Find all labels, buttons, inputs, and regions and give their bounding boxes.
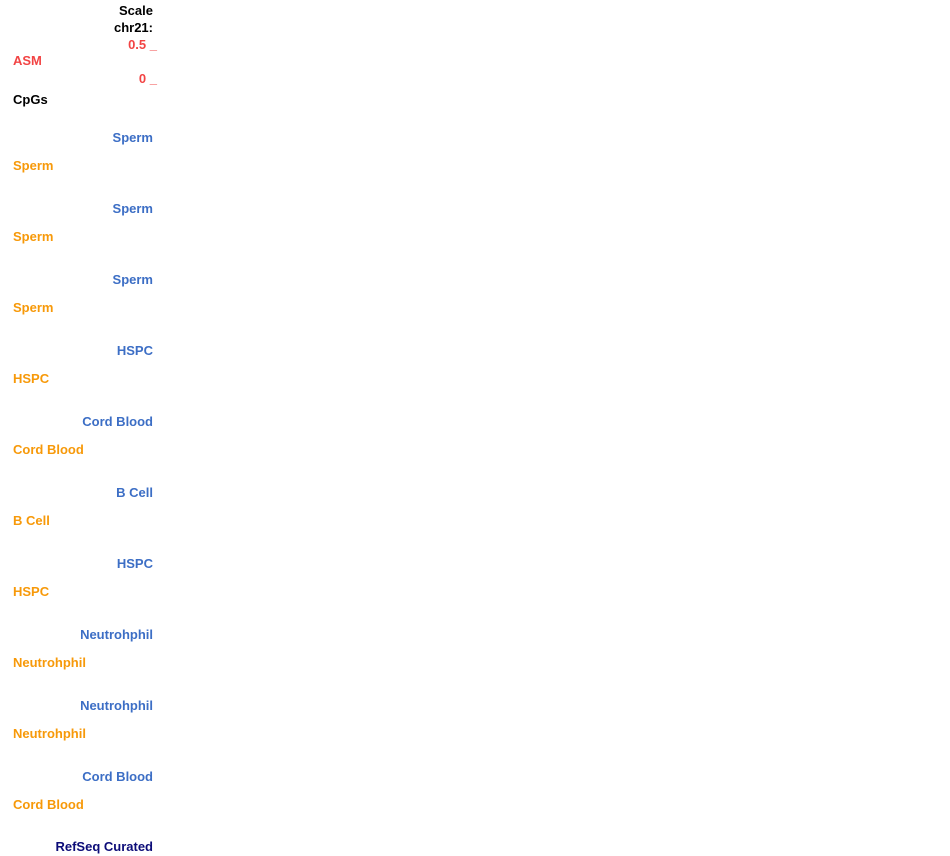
track-label-orange[interactable]: Cord Blood bbox=[13, 442, 84, 457]
track-label-blue[interactable]: B Cell bbox=[116, 485, 153, 500]
track-label-orange[interactable]: HSPC bbox=[13, 584, 50, 599]
track-label-blue[interactable]: Cord Blood bbox=[82, 414, 153, 429]
track-label-blue[interactable]: Neutrohphil bbox=[80, 627, 153, 642]
track-label-blue[interactable]: HSPC bbox=[116, 343, 153, 358]
track-label-orange[interactable]: Neutrohphil bbox=[13, 726, 86, 741]
track-label-orange[interactable]: Neutrohphil bbox=[13, 655, 86, 670]
track-label-blue[interactable]: Neutrohphil bbox=[80, 698, 153, 713]
track-label-orange[interactable]: HSPC bbox=[13, 371, 50, 386]
cpgs-track-label[interactable]: CpGs bbox=[13, 92, 48, 107]
track-label-orange[interactable]: B Cell bbox=[13, 513, 50, 528]
asm-axis-max-label: 0.5 _ bbox=[128, 37, 157, 52]
asm-axis-min-label: 0 _ bbox=[138, 71, 157, 86]
track-label-orange[interactable]: Sperm bbox=[13, 158, 54, 173]
track-label-blue[interactable]: Sperm bbox=[112, 130, 153, 145]
track-label-orange[interactable]: Cord Blood bbox=[13, 797, 84, 812]
track-label-blue[interactable]: Sperm bbox=[112, 272, 153, 287]
track-label-blue[interactable]: Sperm bbox=[112, 201, 153, 216]
track-label-orange[interactable]: Sperm bbox=[13, 300, 54, 315]
scale-label: Scale bbox=[119, 3, 153, 18]
track-label-blue[interactable]: HSPC bbox=[116, 556, 153, 571]
track-label-blue[interactable]: Cord Blood bbox=[82, 769, 153, 784]
refseq-track-label[interactable]: RefSeq Curated bbox=[55, 839, 153, 854]
track-label-orange[interactable]: Sperm bbox=[13, 229, 54, 244]
asm-track-label[interactable]: ASM bbox=[13, 53, 42, 68]
chromosome-position-label: chr21: bbox=[113, 20, 153, 35]
